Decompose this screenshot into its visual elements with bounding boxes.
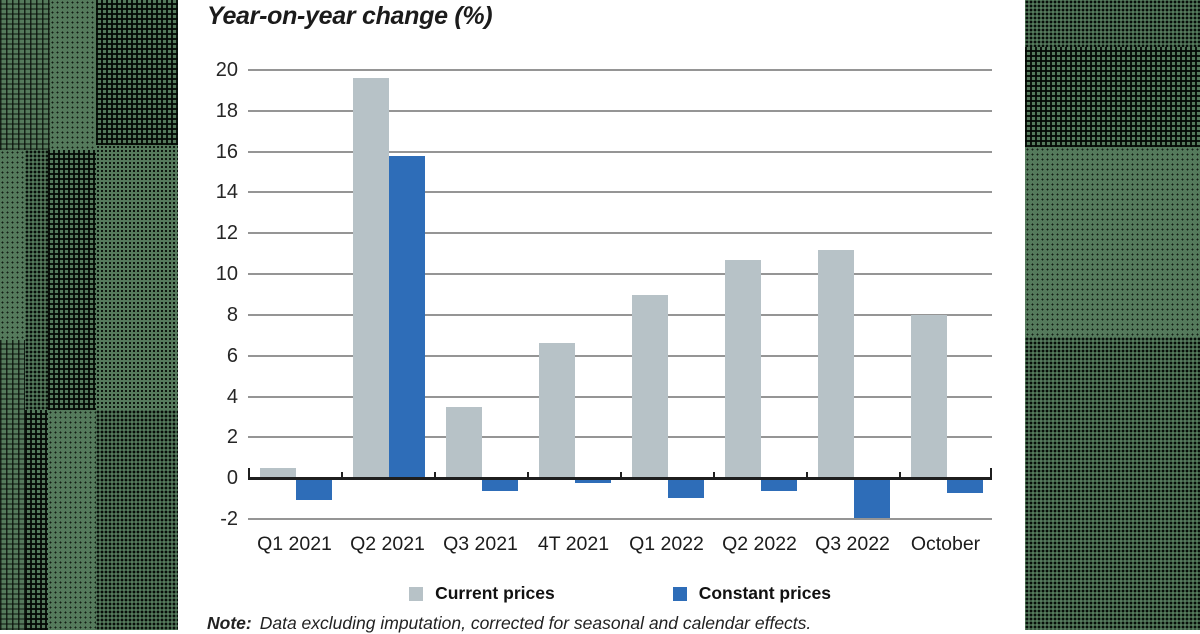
axis-tick xyxy=(620,471,622,477)
y-tick-label: 20 xyxy=(215,59,238,81)
gridline xyxy=(248,354,992,357)
bar-constant-prices xyxy=(575,479,611,484)
bar-constant-prices xyxy=(296,479,332,500)
gridline xyxy=(248,518,992,520)
y-tick-label: 16 xyxy=(215,140,238,163)
y-axis-labels: 20 18 16 14 12 10 8 6 4 2 0 -2 xyxy=(178,60,238,529)
bar-constant-prices xyxy=(761,479,797,492)
gridline xyxy=(248,109,992,112)
gridline xyxy=(248,273,992,276)
bar-current-prices xyxy=(260,467,296,479)
gridline xyxy=(248,150,992,153)
bar-constant-prices xyxy=(668,479,704,498)
bar-current-prices xyxy=(446,406,482,479)
x-tick-label: 4T 2021 xyxy=(537,533,610,555)
halftone-block xyxy=(0,340,25,630)
footnote-text: Data excluding imputation, corrected for… xyxy=(259,613,812,633)
bar-current-prices xyxy=(911,314,947,479)
x-tick-label: Q2 2021 xyxy=(350,533,425,555)
y-tick-label: -2 xyxy=(220,508,238,530)
axis-tick xyxy=(806,471,808,477)
axis-tick xyxy=(248,467,250,477)
legend-item-constant-prices: Constant prices xyxy=(672,583,831,604)
bar-current-prices xyxy=(632,294,668,479)
axis-tick xyxy=(527,471,529,477)
axis-tick xyxy=(899,471,901,477)
y-tick-label: 14 xyxy=(215,181,238,204)
bar-current-prices xyxy=(818,249,854,479)
footnote: Note: Data excluding imputation, correcte… xyxy=(207,613,1007,634)
footnote-label: Note: xyxy=(207,613,252,633)
x-tick-label: Q2 2022 xyxy=(722,533,797,555)
bar-constant-prices xyxy=(482,479,518,492)
gridline xyxy=(248,395,992,398)
x-axis-labels: Q1 2021 Q2 2021 Q3 2021 4T 2021 Q1 2022 Q2 20… xyxy=(248,533,992,561)
axis-tick xyxy=(990,467,992,477)
bar-current-prices xyxy=(353,78,389,479)
axis-tick xyxy=(713,471,715,477)
bar-constant-prices xyxy=(389,155,425,479)
bar-constant-prices xyxy=(947,479,983,494)
y-tick-label: 12 xyxy=(215,222,238,245)
chart-card: Year-on-year change (%) 20 18 16 14 12 10 8 6 4 2… xyxy=(178,0,1025,633)
gridline xyxy=(248,69,992,71)
bar-constant-prices xyxy=(854,479,890,518)
current-prices-swatch xyxy=(409,586,424,601)
axis-tick xyxy=(434,471,436,477)
halftone-block xyxy=(48,410,96,630)
y-tick-label: 0 xyxy=(226,467,238,490)
y-tick-label: 8 xyxy=(226,303,238,326)
bar-current-prices xyxy=(539,343,575,479)
zero-axis xyxy=(248,476,992,480)
halftone-block xyxy=(1025,147,1200,337)
halftone-block xyxy=(1025,337,1200,630)
legend-item-current-prices: Current prices xyxy=(409,583,555,604)
halftone-block xyxy=(50,0,96,150)
x-tick-label: Q3 2021 xyxy=(443,533,518,555)
gridline xyxy=(248,436,992,439)
y-tick-label: 18 xyxy=(215,99,238,122)
x-tick-label: Q1 2022 xyxy=(629,533,704,555)
halftone-block xyxy=(96,410,178,630)
gridline xyxy=(248,191,992,194)
y-tick-label: 10 xyxy=(215,263,238,286)
x-tick-label: Q1 2021 xyxy=(257,533,332,555)
halftone-block xyxy=(0,0,50,150)
gridline xyxy=(248,313,992,316)
right-halftone-band xyxy=(1025,0,1200,630)
halftone-block xyxy=(25,150,48,410)
halftone-block xyxy=(1025,47,1200,147)
halftone-block xyxy=(1025,0,1200,47)
bar-current-prices xyxy=(725,259,761,479)
y-tick-label: 4 xyxy=(226,385,238,408)
halftone-block xyxy=(25,410,48,630)
y-tick-label: 2 xyxy=(226,426,238,449)
plot-area xyxy=(248,69,992,520)
halftone-block xyxy=(0,150,25,340)
chart-title: Year-on-year change (%) xyxy=(207,2,493,30)
legend-label: Current prices xyxy=(435,583,555,603)
axis-tick xyxy=(341,471,343,477)
legend-label: Constant prices xyxy=(698,583,831,603)
legend: Current prices Constant prices xyxy=(248,583,992,604)
halftone-block xyxy=(96,145,178,410)
left-halftone-band xyxy=(0,0,178,630)
x-tick-label: October xyxy=(910,533,981,555)
halftone-block xyxy=(48,150,96,410)
halftone-block xyxy=(96,0,178,145)
x-tick-label: Q3 2022 xyxy=(815,533,890,555)
gridline xyxy=(248,232,992,235)
constant-prices-swatch xyxy=(672,586,687,601)
y-tick-label: 6 xyxy=(226,344,238,367)
